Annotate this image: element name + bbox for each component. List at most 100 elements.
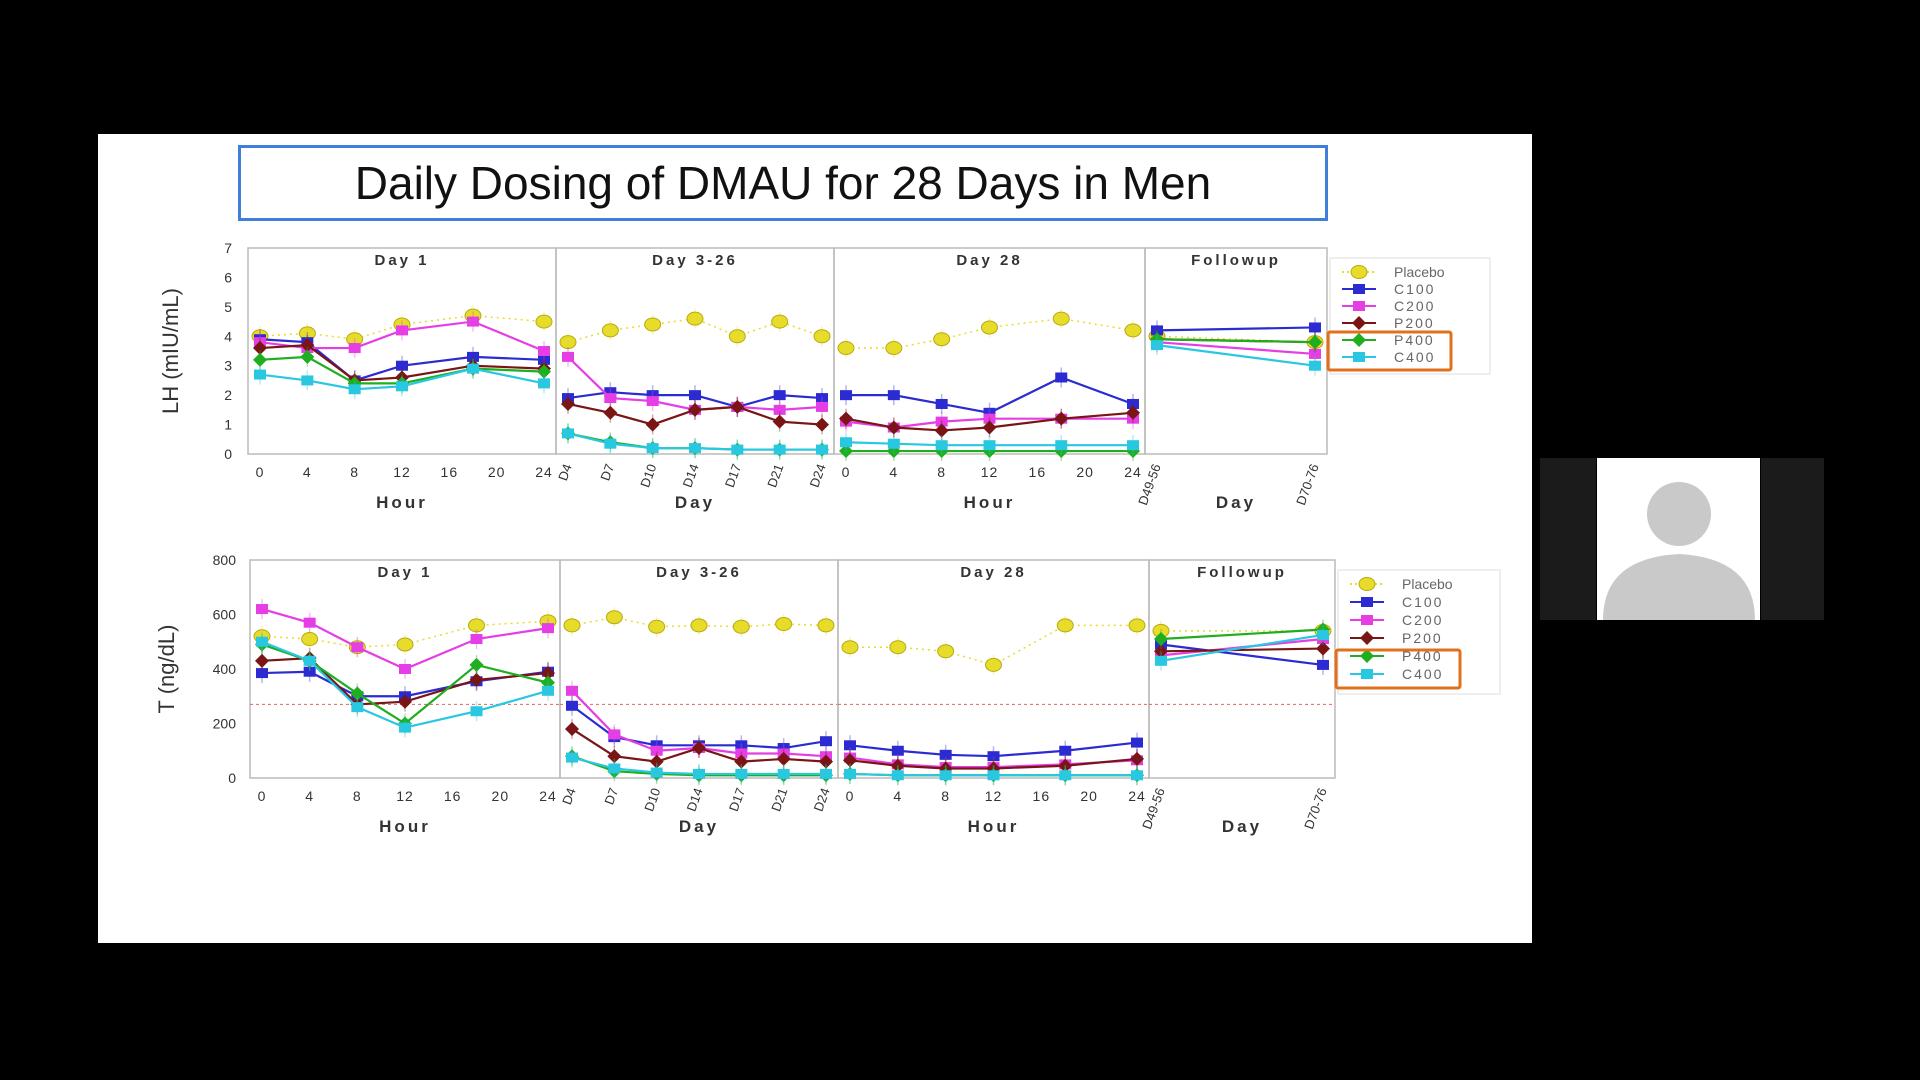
series-c400 [254,358,550,400]
x-tick-label: D7 [601,786,621,807]
y-tick-label: 600 [213,607,237,623]
series-p200 [561,393,829,435]
data-point [844,768,856,779]
data-point [843,753,857,768]
data-point [1127,440,1139,451]
data-point [1059,745,1072,756]
data-point [256,604,268,615]
series-line [1160,628,1324,641]
x-tick-label: 8 [350,464,359,480]
data-point [735,748,748,759]
x-tick-label: D14 [684,786,706,814]
x-tick-label: D4 [555,462,575,483]
x-axis-label: Hour [376,493,428,512]
series-c400 [562,423,828,460]
y-tick-label: 3 [224,358,232,374]
legend-marker [1360,631,1374,645]
participant-video-tile[interactable] [1597,458,1760,620]
x-tick-label: D14 [680,462,702,490]
data-point [650,740,663,751]
data-point [689,390,701,401]
data-point [607,749,622,764]
data-point [840,390,852,401]
y-tick-label: 1 [224,417,232,433]
data-point [983,413,996,424]
data-point [983,407,996,418]
data-point [350,686,365,701]
legend-label: Placebo [1394,264,1445,280]
data-point [728,329,746,344]
data-point [608,729,621,740]
x-tick-label: 20 [492,788,510,804]
data-point [467,351,479,362]
data-point [1151,340,1163,351]
data-point [1055,440,1068,451]
data-point [939,749,952,760]
data-point [562,428,574,439]
legend-label: P400 [1394,332,1435,348]
data-point [538,378,550,389]
data-point [535,314,553,329]
y-tick-label: 400 [213,661,237,677]
series-line [1156,341,1316,356]
legend-label: C400 [1402,666,1443,682]
x-tick-label: D10 [637,462,659,490]
data-point [396,381,408,392]
series-c400 [1155,624,1329,671]
data-point [1154,632,1168,647]
series-line [259,320,545,353]
series-line [259,314,545,340]
data-point [771,314,789,329]
data-point [983,440,996,451]
data-point [837,341,855,356]
data-point [933,332,951,347]
x-tick-label: 24 [1128,788,1146,804]
legend-marker [1350,265,1368,279]
data-point [731,444,744,455]
data-point [816,401,828,412]
data-point [841,640,859,655]
data-point [777,743,790,754]
data-point [1309,322,1321,333]
series-line [259,338,545,382]
series-c100 [844,732,1143,767]
data-point [735,768,748,779]
legend-label: C100 [1402,594,1443,610]
x-tick-label: 8 [353,788,362,804]
data-point [470,706,483,717]
legend-marker [1361,669,1373,679]
data-point [773,390,786,401]
y-tick-label: 4 [224,328,232,344]
x-tick-label: 24 [1124,464,1142,480]
data-point [773,444,786,455]
series-line [1160,643,1324,667]
data-point [467,363,479,374]
data-point [1151,325,1163,336]
data-point [469,672,484,687]
legend-marker [1353,284,1365,294]
data-point [303,666,316,677]
data-point [253,341,267,356]
x-tick-label: D70-76 [1301,786,1330,831]
data-point [566,752,578,763]
y-tick-label: 2 [224,387,232,403]
data-point [817,618,835,633]
data-point [689,443,701,454]
x-tick-label: 12 [981,464,999,480]
data-point [399,664,411,674]
series-line [850,624,1137,666]
data-point [939,770,952,781]
panel-title: Day 28 [960,564,1026,581]
panel-day-1: Day 1 0 4 8 12 16 20 24 Hour [247,247,557,512]
data-point [396,360,408,371]
x-tick-label: 12 [985,788,1003,804]
series-line [849,741,1138,758]
legend-label: P200 [1394,315,1435,331]
data-point [935,440,948,451]
series-line [1160,647,1324,653]
data-point [1317,659,1329,670]
